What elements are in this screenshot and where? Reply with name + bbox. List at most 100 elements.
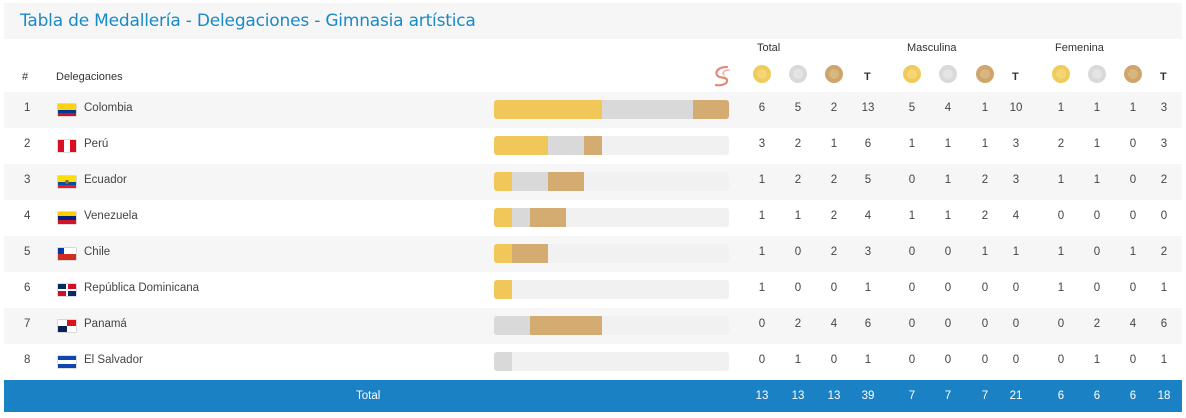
total-t-count: 3 [864,246,872,258]
delegation-name[interactable]: Ecuador [84,174,127,186]
table-row[interactable]: 2 Perú 3 2 1 6 1 1 1 3 2 1 0 3 [4,128,1182,164]
total-gold-count: 1 [758,246,766,258]
delegation-name[interactable]: Chile [84,246,111,258]
group-label-masculina: Masculina [907,42,957,54]
bar-gold-segment [494,136,549,155]
masc-gold-count: 1 [908,138,916,150]
delegation-name[interactable]: Panamá [84,318,127,330]
masc-t-count: 4 [1012,210,1020,222]
total-label: Total [356,390,381,402]
title-bar: Tabla de Medallería - Delegaciones - Gim… [4,3,1182,39]
fem-t-count: 3 [1160,138,1168,150]
masc-bronze-count: 1 [981,246,989,258]
masc-gold-count: 0 [908,354,916,366]
total-bronze-count: 0 [830,282,838,294]
table-row[interactable]: 7 Panamá 0 2 4 6 0 0 0 0 0 2 4 6 [4,308,1182,344]
delegation-name[interactable]: Colombia [84,102,133,114]
fem-bronze-count: 0 [1129,282,1137,294]
colombia-flag-icon [58,104,76,116]
total-bronze-count: 2 [830,102,838,114]
gold-medal-icon [903,65,921,83]
medal-bar [494,136,729,155]
masc-bronze-count: 0 [981,318,989,330]
chile-flag-icon [58,248,76,260]
masc-t-count: 0 [1012,318,1020,330]
masc-silver-count: 1 [944,210,952,222]
fem-bronze-count: 0 [1129,138,1137,150]
fem-gold-count: 0 [1057,318,1065,330]
fem-gold-count: 2 [1057,138,1065,150]
footer-total-t-count: 39 [861,390,875,402]
bar-gold-segment [494,208,513,227]
masc-silver-count: 1 [944,138,952,150]
total-gold-count: 6 [758,102,766,114]
footer-masc-t-count: 21 [1009,390,1023,402]
total-bronze-count: 2 [830,246,838,258]
bar-silver-segment [548,136,585,155]
table-row[interactable]: 8 El Salvador 0 1 0 1 0 0 0 0 0 1 0 1 [4,344,1182,380]
fem-bronze-count: 1 [1129,102,1137,114]
masc-t-count: 3 [1012,138,1020,150]
masc-bronze-count: 2 [981,210,989,222]
table-row[interactable]: 6 República Dominicana 1 0 0 1 0 0 0 0 1 0 0 1 [4,272,1182,308]
delegation-name[interactable]: República Dominicana [84,282,200,294]
total-column-header: T [1160,71,1167,83]
masc-silver-count: 1 [944,174,952,186]
masc-gold-count: 0 [908,318,916,330]
masc-silver-count: 0 [944,354,952,366]
total-t-count: 6 [864,138,872,150]
delegation-name[interactable]: Venezuela [84,210,138,222]
total-silver-count: 2 [794,174,802,186]
footer-fem-bronze-count: 6 [1129,390,1137,402]
bar-silver-segment [512,208,531,227]
masc-bronze-count: 0 [981,354,989,366]
masc-t-count: 1 [1012,246,1020,258]
fem-bronze-count: 0 [1129,354,1137,366]
fem-t-count: 0 [1160,210,1168,222]
fem-gold-count: 0 [1057,210,1065,222]
footer-fem-t-count: 18 [1157,390,1171,402]
salvador-flag-icon [58,356,76,368]
masc-silver-count: 0 [944,282,952,294]
masc-bronze-count: 0 [981,282,989,294]
dominicana-flag-icon [58,284,76,296]
masc-gold-count: 1 [908,210,916,222]
group-label-total: Total [757,42,781,54]
footer-fem-silver-count: 6 [1093,390,1101,402]
delegation-name[interactable]: Perú [84,138,109,150]
fem-gold-count: 1 [1057,282,1065,294]
total-bronze-count: 1 [830,138,838,150]
fem-silver-count: 0 [1093,210,1101,222]
rank-cell: 3 [24,174,31,186]
medal-bar [494,244,729,263]
silver-medal-icon [939,65,957,83]
total-t-count: 1 [864,282,872,294]
delegation-name[interactable]: El Salvador [84,354,143,366]
bar-silver-segment [494,316,531,335]
fem-gold-count: 1 [1057,246,1065,258]
bar-gold-segment [494,244,513,263]
rank-cell: 6 [24,282,31,294]
table-row[interactable]: 4 Venezuela 1 1 2 4 1 1 2 4 0 0 0 0 [4,200,1182,236]
bar-bronze-segment [512,244,549,263]
footer-masc-bronze-count: 7 [981,390,989,402]
bar-silver-segment [494,352,513,371]
total-gold-count: 1 [758,210,766,222]
table-row[interactable]: 3 Ecuador 1 2 2 5 0 1 2 3 1 1 0 2 [4,164,1182,200]
masc-silver-count: 4 [944,102,952,114]
table-row[interactable]: 5 Chile 1 0 2 3 0 0 1 1 1 0 1 2 [4,236,1182,272]
fem-t-count: 3 [1160,102,1168,114]
total-row: Total 13 13 13 39 7 7 7 21 6 6 6 18 [4,380,1182,412]
total-bronze-count: 4 [830,318,838,330]
masc-t-count: 10 [1009,102,1023,114]
rank-header: # [22,71,29,83]
table-row[interactable]: 1 Colombia 6 5 2 13 5 4 1 10 1 1 1 3 [4,92,1182,128]
medal-bar [494,316,729,335]
footer-total-gold-count: 13 [755,390,769,402]
fem-bronze-count: 4 [1129,318,1137,330]
total-silver-count: 2 [794,138,802,150]
fem-gold-count: 1 [1057,174,1065,186]
bronze-medal-icon [976,65,994,83]
total-t-count: 5 [864,174,872,186]
gold-medal-icon [753,65,771,83]
